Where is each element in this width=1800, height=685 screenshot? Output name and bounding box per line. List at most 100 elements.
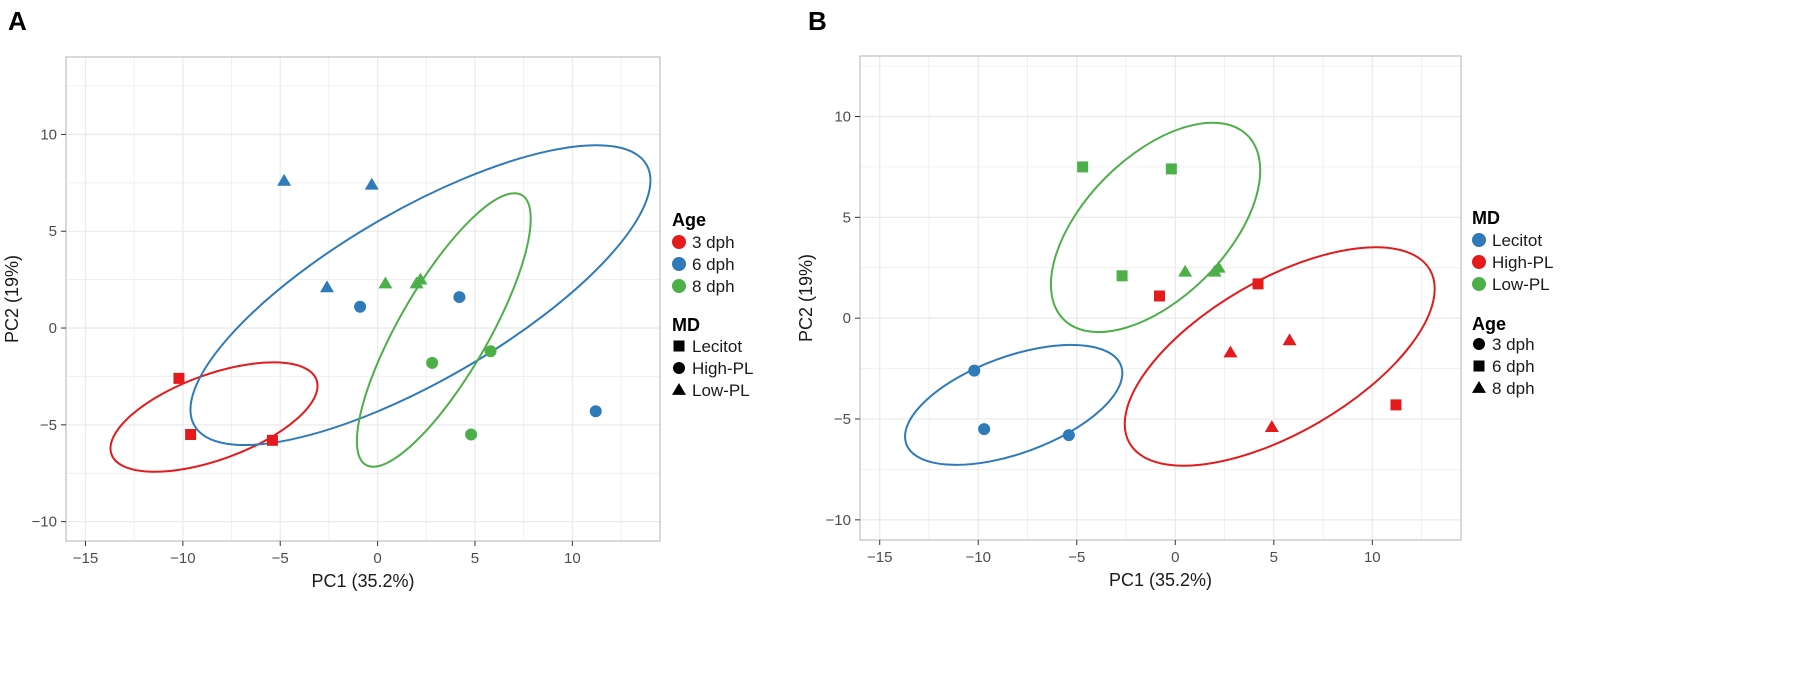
data-point	[413, 272, 428, 285]
plot-background	[66, 57, 660, 541]
x-tick-label: 5	[1270, 549, 1278, 566]
legend-shape-label: Low-PL	[692, 381, 750, 400]
y-axis-title: PC2 (19%)	[796, 254, 816, 342]
legend-shape-label: 8 dph	[1492, 379, 1535, 398]
x-tick-label: 0	[1171, 549, 1179, 566]
x-tick-label: −5	[1068, 549, 1085, 566]
x-tick-label: 5	[471, 550, 479, 567]
panel-b: B −15 −10 −5 0 5 10 −10 −5 0 5 10 PC1 (35.2%) PC2 (19…	[796, 6, 1553, 590]
x-tick-label: −15	[73, 550, 98, 567]
panel-letter: A	[8, 6, 27, 36]
data-points	[173, 173, 602, 446]
ellipse-8-dph	[355, 192, 532, 468]
data-point	[266, 434, 278, 446]
legend-color-key	[1472, 233, 1486, 247]
legend-shape-title: Age	[1472, 314, 1506, 334]
x-axis-title: PC1 (35.2%)	[1109, 570, 1212, 590]
data-point	[378, 276, 393, 289]
data-point	[1211, 260, 1226, 273]
legend-color-key	[672, 257, 686, 271]
legend-shape-label: Lecitot	[692, 337, 742, 356]
plot-border	[859, 55, 1462, 541]
legend-shape-label: High-PL	[692, 359, 753, 378]
data-point	[1252, 278, 1264, 290]
x-tick-label: −10	[170, 550, 195, 567]
legend-shape-key	[672, 383, 686, 395]
x-tick-label: −15	[867, 549, 892, 566]
x-axis-title: PC1 (35.2%)	[311, 571, 414, 591]
legend-color-label: Low-PL	[1492, 275, 1550, 294]
y-axis-title: PC2 (19%)	[2, 255, 22, 343]
confidence-ellipses	[904, 121, 1436, 467]
data-point	[426, 356, 439, 369]
legend-shape-key	[673, 362, 685, 374]
data-point	[173, 372, 185, 384]
x-tick-label: −5	[272, 550, 289, 567]
ellipse-high-pl	[1123, 246, 1436, 467]
ellipse-low-pl	[1049, 121, 1262, 334]
y-tick-label: 0	[49, 320, 57, 337]
data-point	[1282, 333, 1297, 346]
plot-border	[65, 56, 661, 542]
legend: Age 3 dph 6 dph 8 dph MD Lecitot High-PL Low-PL	[672, 210, 753, 400]
legend-shape-key	[1473, 360, 1485, 372]
legend-shape-key	[673, 340, 685, 352]
y-tick-label: 10	[40, 126, 57, 143]
legend-color-key	[672, 279, 686, 293]
data-point	[364, 177, 379, 190]
confidence-ellipses	[109, 144, 652, 473]
legend-color-key	[1472, 277, 1486, 291]
gridlines	[860, 56, 1461, 540]
data-point	[185, 429, 197, 441]
y-tick-label: 10	[834, 109, 851, 126]
data-point	[968, 364, 981, 377]
data-point	[1264, 420, 1279, 432]
data-point	[1062, 429, 1075, 442]
y-tick-label: −10	[32, 514, 57, 531]
y-tick-label: −5	[834, 411, 851, 428]
data-point	[319, 280, 334, 293]
legend-shape-key	[1472, 381, 1486, 393]
legend-color-label: High-PL	[1492, 253, 1553, 272]
axes: −15 −10 −5 0 5 10 −10 −5 0 5 10 PC1 (35.2%) PC2 (19%…	[796, 109, 1381, 591]
legend-color-label: 3 dph	[692, 233, 735, 252]
x-tick-label: 0	[373, 550, 381, 567]
data-point	[1116, 270, 1128, 282]
data-point	[1223, 345, 1238, 358]
y-tick-label: −5	[40, 417, 57, 434]
legend-color-key	[672, 235, 686, 249]
data-point	[465, 428, 478, 441]
data-point	[1154, 290, 1166, 302]
ellipse-6-dph	[189, 144, 652, 447]
legend-color-label: 8 dph	[692, 277, 735, 296]
gridlines	[66, 57, 660, 541]
y-tick-label: 0	[843, 310, 851, 327]
legend-color-key	[1472, 255, 1486, 269]
panel-letter: B	[808, 6, 827, 36]
data-point	[1165, 163, 1177, 175]
ellipse-lecitot	[904, 343, 1124, 466]
x-tick-label: −10	[966, 549, 991, 566]
data-point	[1390, 399, 1402, 411]
data-point	[484, 345, 497, 358]
data-point	[1077, 161, 1089, 173]
axes: −15 −10 −5 0 5 10 −10 −5 0 5 10 PC1 (35.2%) PC2 (19%…	[2, 126, 581, 591]
data-points	[968, 161, 1402, 442]
data-point	[277, 173, 292, 186]
y-tick-label: −10	[826, 512, 851, 529]
legend-shape-title: MD	[672, 315, 700, 335]
data-point	[1178, 264, 1193, 277]
y-tick-label: 5	[49, 223, 57, 240]
data-point	[589, 405, 602, 418]
legend-color-label: 6 dph	[692, 255, 735, 274]
legend-shape-key	[1473, 338, 1485, 350]
legend-shape-label: 3 dph	[1492, 335, 1535, 354]
legend-color-title: MD	[1472, 208, 1500, 228]
data-point	[978, 423, 991, 436]
legend-color-label: Lecitot	[1492, 231, 1542, 250]
x-tick-label: 10	[1364, 549, 1381, 566]
panel-a: A −15 −10 −5 0 5 10 −10 −5 0 5 10 PC1 (35.2%) PC2 (19…	[2, 6, 753, 591]
x-tick-label: 10	[564, 550, 581, 567]
